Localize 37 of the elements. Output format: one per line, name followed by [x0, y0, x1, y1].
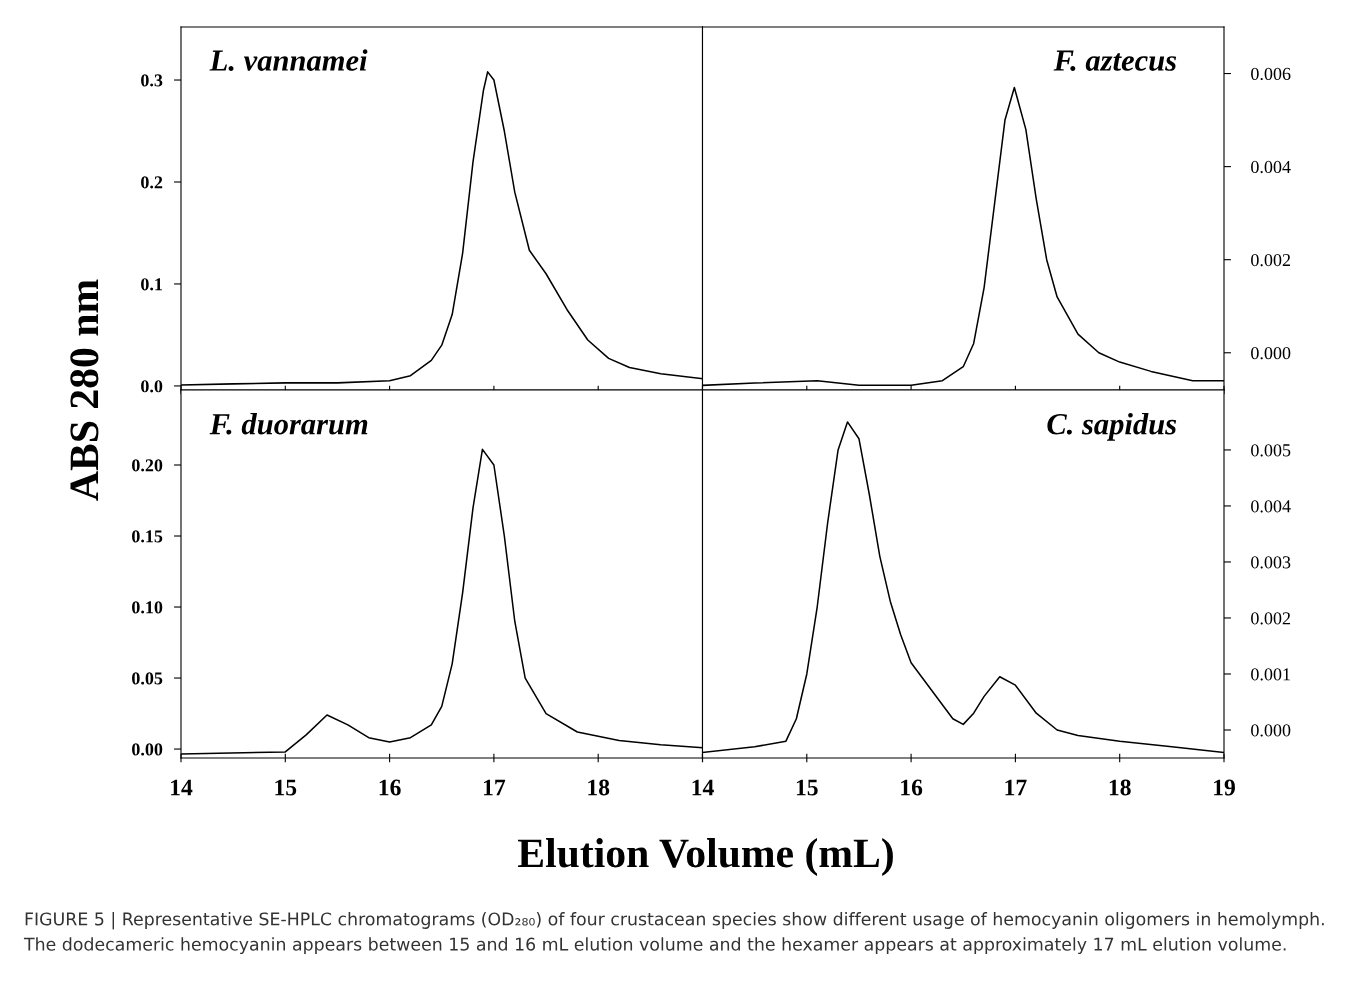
y-axis-title: ABS 280 nm: [70, 279, 99, 501]
x-tick-label: 19: [1214, 779, 1235, 796]
x-tick-label: 16: [901, 779, 923, 796]
caption: FIGURE 5 | Representative SE-HPLC chromatograms (OD₂₈₀) of four crustacean species show different usage of hemocyanin oligomers in hemolymph. The dodecameric hemocyanin appears between 15 and 16 mL elution volume and the hexamer appears at approximately 17 mL elution volume.: [23, 912, 1324, 955]
y-tick-label: 0.002: [1251, 612, 1291, 625]
y-tick-label: 0.10: [132, 601, 163, 614]
text: L. vannamei: [209, 49, 368, 71]
x-tick-label: 17: [1005, 779, 1027, 796]
y-tick-label: 0.2: [141, 176, 163, 189]
x-tick-label: 14: [171, 779, 193, 796]
y-tick-label: 0.00: [132, 743, 163, 756]
x-tick-label: 18: [588, 779, 610, 796]
y-tick-label: 0.003: [1251, 556, 1291, 569]
text: C. sapidus: [1047, 412, 1177, 441]
x-tick-label: 17: [483, 779, 506, 796]
text: F. duorarum: [209, 412, 368, 435]
y-tick-label: 0.000: [1251, 347, 1291, 360]
x-tick-label: 16: [379, 779, 401, 796]
x-tick-label: 14: [692, 779, 714, 796]
x-tick-label: 15: [796, 779, 818, 796]
y-tick-label: 0.3: [141, 74, 163, 87]
y-tick-label: 0.002: [1251, 253, 1291, 267]
y-tick-label: 0.20: [132, 459, 163, 472]
x-tick-label: 15: [275, 779, 297, 796]
y-tick-label: 0.005: [1251, 444, 1291, 457]
y-tick-label: 0.15: [132, 530, 163, 543]
y-tick-label: 0.006: [1251, 67, 1291, 81]
y-tick-label: 0.004: [1251, 160, 1291, 174]
text: F. aztecus: [1053, 50, 1177, 71]
x-axis-title: Elution Volume (mL): [518, 838, 893, 876]
y-tick-label: 0.004: [1251, 500, 1291, 513]
y-tick-label: 0.001: [1251, 668, 1290, 681]
y-tick-label: 0.1: [141, 278, 163, 291]
y-tick-label: 0.000: [1251, 724, 1291, 737]
y-tick-label: 0.05: [132, 672, 163, 685]
x-tick-label: 18: [1109, 779, 1131, 796]
y-tick-label: 0.0: [141, 380, 163, 393]
